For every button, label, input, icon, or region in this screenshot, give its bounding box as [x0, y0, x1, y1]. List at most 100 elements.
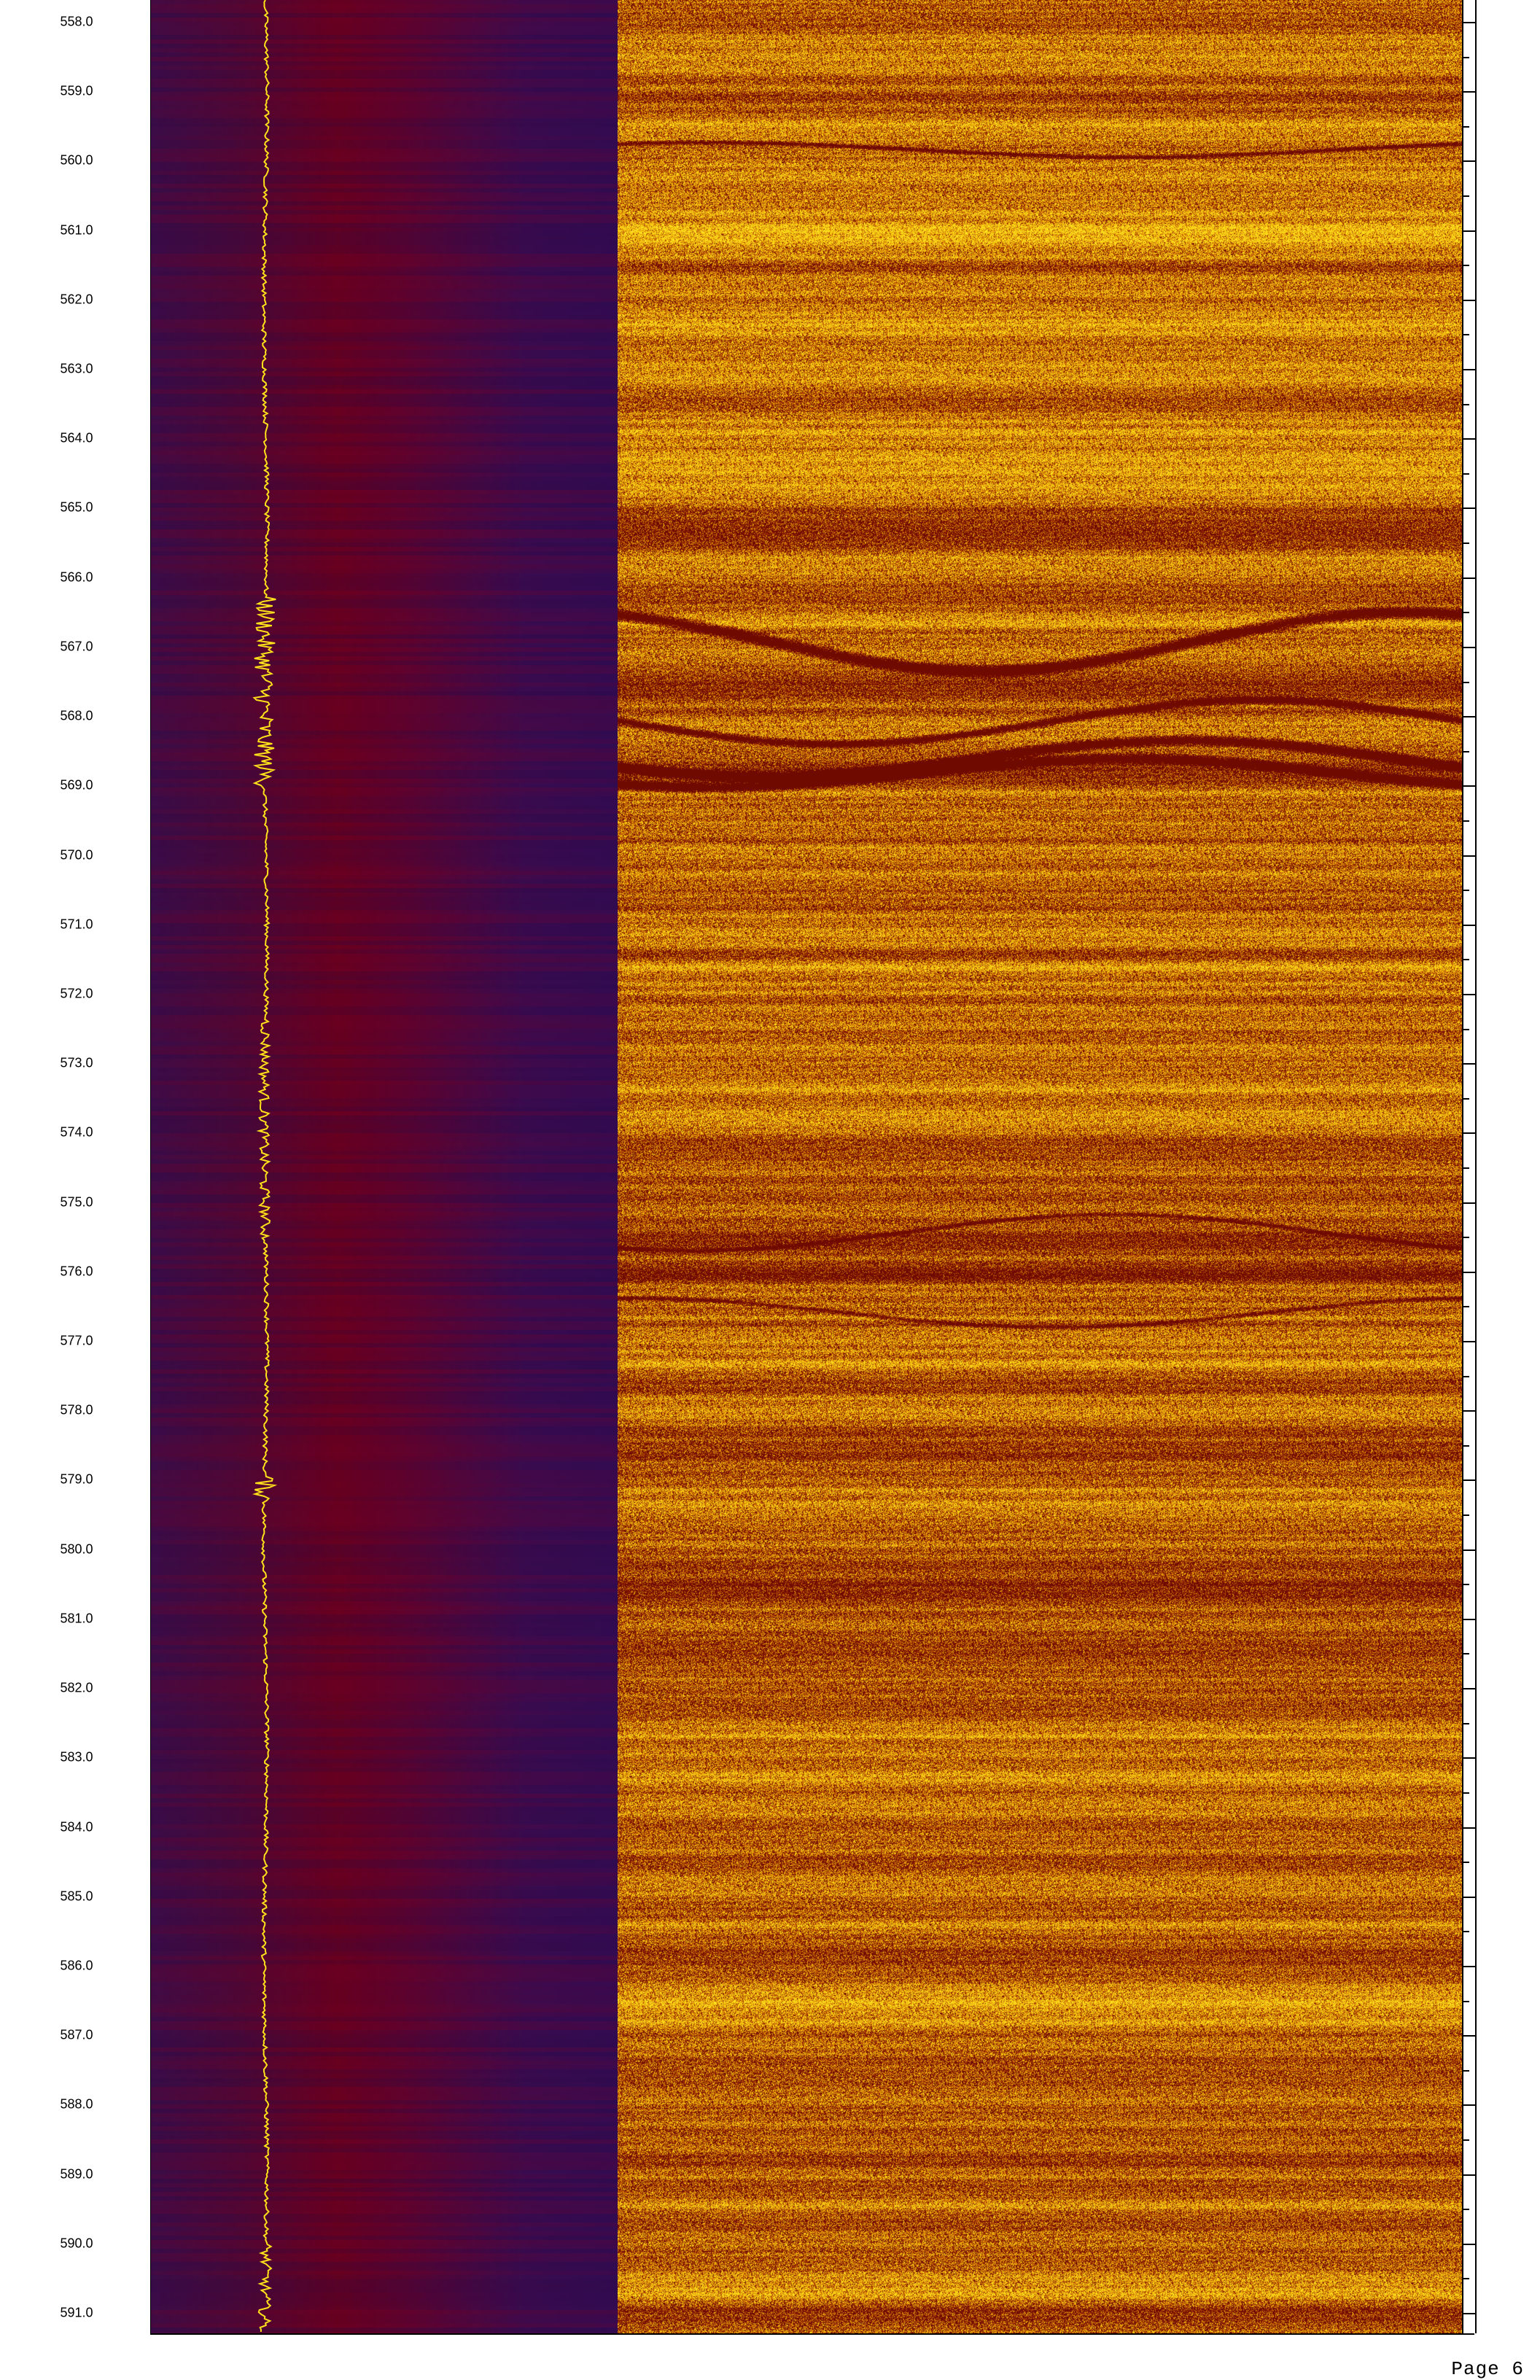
- depth-tick: [1463, 1063, 1475, 1065]
- waveform-band: [151, 363, 618, 368]
- waveform-band: [151, 131, 618, 136]
- waveform-band: [151, 2323, 618, 2328]
- waveform-band: [151, 1833, 618, 1838]
- waveform-band: [151, 223, 618, 228]
- waveform-band: [151, 2179, 618, 2183]
- waveform-band: [151, 1474, 618, 1479]
- waveform-band: [151, 153, 618, 158]
- waveform-band: [151, 1400, 618, 1404]
- waveform-band: [151, 1278, 618, 1282]
- bottom-border: [150, 2333, 1474, 2335]
- waveform-band: [151, 1085, 618, 1089]
- waveform-band: [151, 1776, 618, 1781]
- waveform-band: [151, 735, 618, 739]
- waveform-band: [151, 9, 618, 13]
- waveform-band: [151, 368, 618, 372]
- waveform-band: [151, 2021, 618, 2026]
- depth-tick-mid: [1463, 1653, 1469, 1655]
- waveform-band: [151, 1509, 618, 1514]
- waveform-band: [151, 1326, 618, 1330]
- waveform-band: [151, 1054, 618, 1059]
- waveform-band: [151, 350, 618, 354]
- waveform-band: [151, 2078, 618, 2082]
- waveform-band: [151, 1658, 618, 1662]
- waveform-band: [151, 2310, 618, 2314]
- waveform-band: [151, 1225, 618, 1229]
- depth-tick: [1463, 160, 1475, 163]
- waveform-band: [151, 1614, 618, 1619]
- waveform-band: [151, 1369, 618, 1374]
- waveform-band: [151, 1868, 618, 1872]
- waveform-band: [151, 499, 618, 503]
- waveform-band: [151, 1111, 618, 1116]
- waveform-band: [151, 1711, 618, 1715]
- waveform-band: [151, 1164, 618, 1168]
- waveform-band: [151, 48, 618, 52]
- waveform-band: [151, 494, 618, 499]
- waveform-band: [151, 1641, 618, 1645]
- waveform-band: [151, 1488, 618, 1492]
- depth-tick: [1463, 1965, 1475, 1967]
- waveform-band: [151, 1706, 618, 1711]
- waveform-band: [151, 1505, 618, 1509]
- waveform-band: [151, 433, 618, 438]
- depth-tick-mid: [1463, 820, 1469, 822]
- waveform-band: [151, 96, 618, 101]
- depth-tick-mid: [1463, 1862, 1469, 1864]
- waveform-band: [151, 801, 618, 805]
- depth-tick-mid: [1463, 1306, 1469, 1308]
- waveform-band: [151, 122, 618, 127]
- waveform-band: [151, 1234, 618, 1238]
- waveform-band: [151, 989, 618, 993]
- waveform-band: [151, 1418, 618, 1422]
- waveform-band: [151, 551, 618, 556]
- waveform-band: [151, 1925, 618, 1929]
- depth-label: 577.0: [60, 1333, 93, 1348]
- waveform-band: [151, 604, 618, 608]
- waveform-band: [151, 70, 618, 74]
- waveform-band: [151, 1628, 618, 1632]
- depth-tick: [1463, 1341, 1475, 1343]
- waveform-band: [151, 1019, 618, 1024]
- waveform-band: [151, 2275, 618, 2279]
- waveform-band: [151, 1098, 618, 1102]
- waveform-band: [151, 236, 618, 241]
- waveform-band: [151, 1216, 618, 1221]
- waveform-band: [151, 984, 618, 989]
- waveform-band: [151, 1558, 618, 1562]
- waveform-band: [151, 114, 618, 118]
- waveform-band: [151, 1011, 618, 1015]
- waveform-band: [151, 2170, 618, 2174]
- waveform-band: [151, 998, 618, 1002]
- waveform-band: [151, 289, 618, 293]
- waveform-band: [151, 442, 618, 446]
- waveform-band: [151, 1794, 618, 1798]
- waveform-band: [151, 324, 618, 328]
- waveform-band: [151, 560, 618, 564]
- waveform-band: [151, 1378, 618, 1382]
- waveform-band: [151, 1155, 618, 1159]
- depth-label: 572.0: [60, 986, 93, 1001]
- waveform-band: [151, 529, 618, 534]
- waveform-band: [151, 1461, 618, 1466]
- waveform-band: [151, 61, 618, 66]
- waveform-band: [151, 162, 618, 166]
- waveform-band: [151, 2122, 618, 2126]
- waveform-band: [151, 2008, 618, 2012]
- depth-label: 587.0: [60, 2027, 93, 2042]
- waveform-band: [151, 766, 618, 770]
- waveform-band: [151, 1978, 618, 1982]
- waveform-band: [151, 1662, 618, 1667]
- waveform-band: [151, 2135, 618, 2139]
- waveform-band: [151, 879, 618, 884]
- waveform-band: [151, 1816, 618, 1820]
- depth-tick: [1463, 369, 1475, 371]
- depth-label: 591.0: [60, 2305, 93, 2320]
- waveform-band: [151, 13, 618, 18]
- waveform-band: [151, 188, 618, 192]
- waveform-band: [151, 2069, 618, 2074]
- waveform-band: [151, 1838, 618, 1842]
- waveform-band: [151, 739, 618, 744]
- waveform-band: [151, 74, 618, 79]
